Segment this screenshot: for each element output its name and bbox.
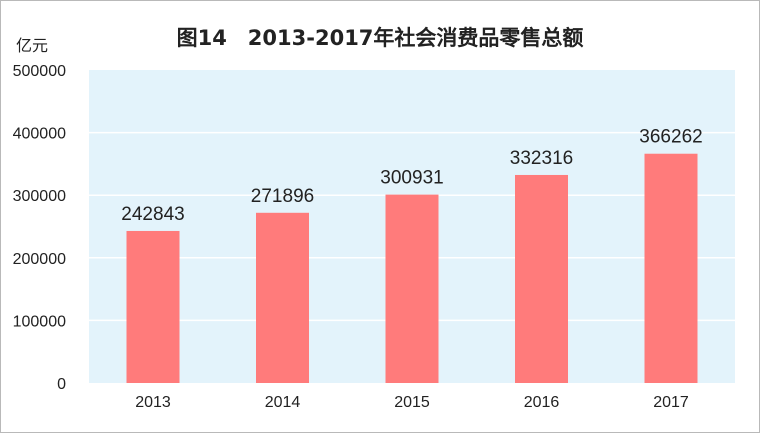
data-labels: 242843 271896 300931 332316 366262 — [121, 127, 702, 225]
bar-2013 — [126, 230, 180, 383]
x-axis-ticks: 2013 2014 2015 2016 2017 — [135, 394, 689, 411]
bar-2014 — [256, 212, 309, 383]
bars — [126, 153, 698, 383]
y-tick-label: 300000 — [13, 188, 66, 205]
x-tick-label-2017: 2017 — [653, 394, 689, 411]
x-tick-label-2016: 2016 — [524, 394, 560, 411]
data-label-2015: 300931 — [380, 168, 443, 189]
bar-2015 — [385, 194, 439, 383]
chart-title: 图14 2013-2017年社会消费品零售总额 — [176, 26, 584, 50]
y-axis-ticks: 0 100000 200000 300000 400000 500000 — [13, 63, 66, 393]
data-label-2013: 242843 — [121, 204, 184, 225]
data-label-2017: 366262 — [639, 127, 702, 148]
bar-2016 — [515, 174, 568, 383]
bar-2017 — [644, 153, 698, 383]
x-tick-label-2014: 2014 — [265, 394, 301, 411]
y-axis-unit-label: 亿元 — [16, 36, 49, 55]
x-tick-label-2013: 2013 — [135, 394, 171, 411]
x-tick-label-2015: 2015 — [394, 394, 430, 411]
y-tick-label: 200000 — [13, 251, 66, 268]
y-tick-label: 400000 — [13, 126, 66, 143]
y-tick-label: 500000 — [13, 63, 66, 80]
y-tick-label: 0 — [57, 376, 66, 393]
y-tick-label: 100000 — [13, 313, 66, 330]
data-label-2014: 271896 — [251, 186, 314, 207]
data-label-2016: 332316 — [510, 148, 573, 169]
